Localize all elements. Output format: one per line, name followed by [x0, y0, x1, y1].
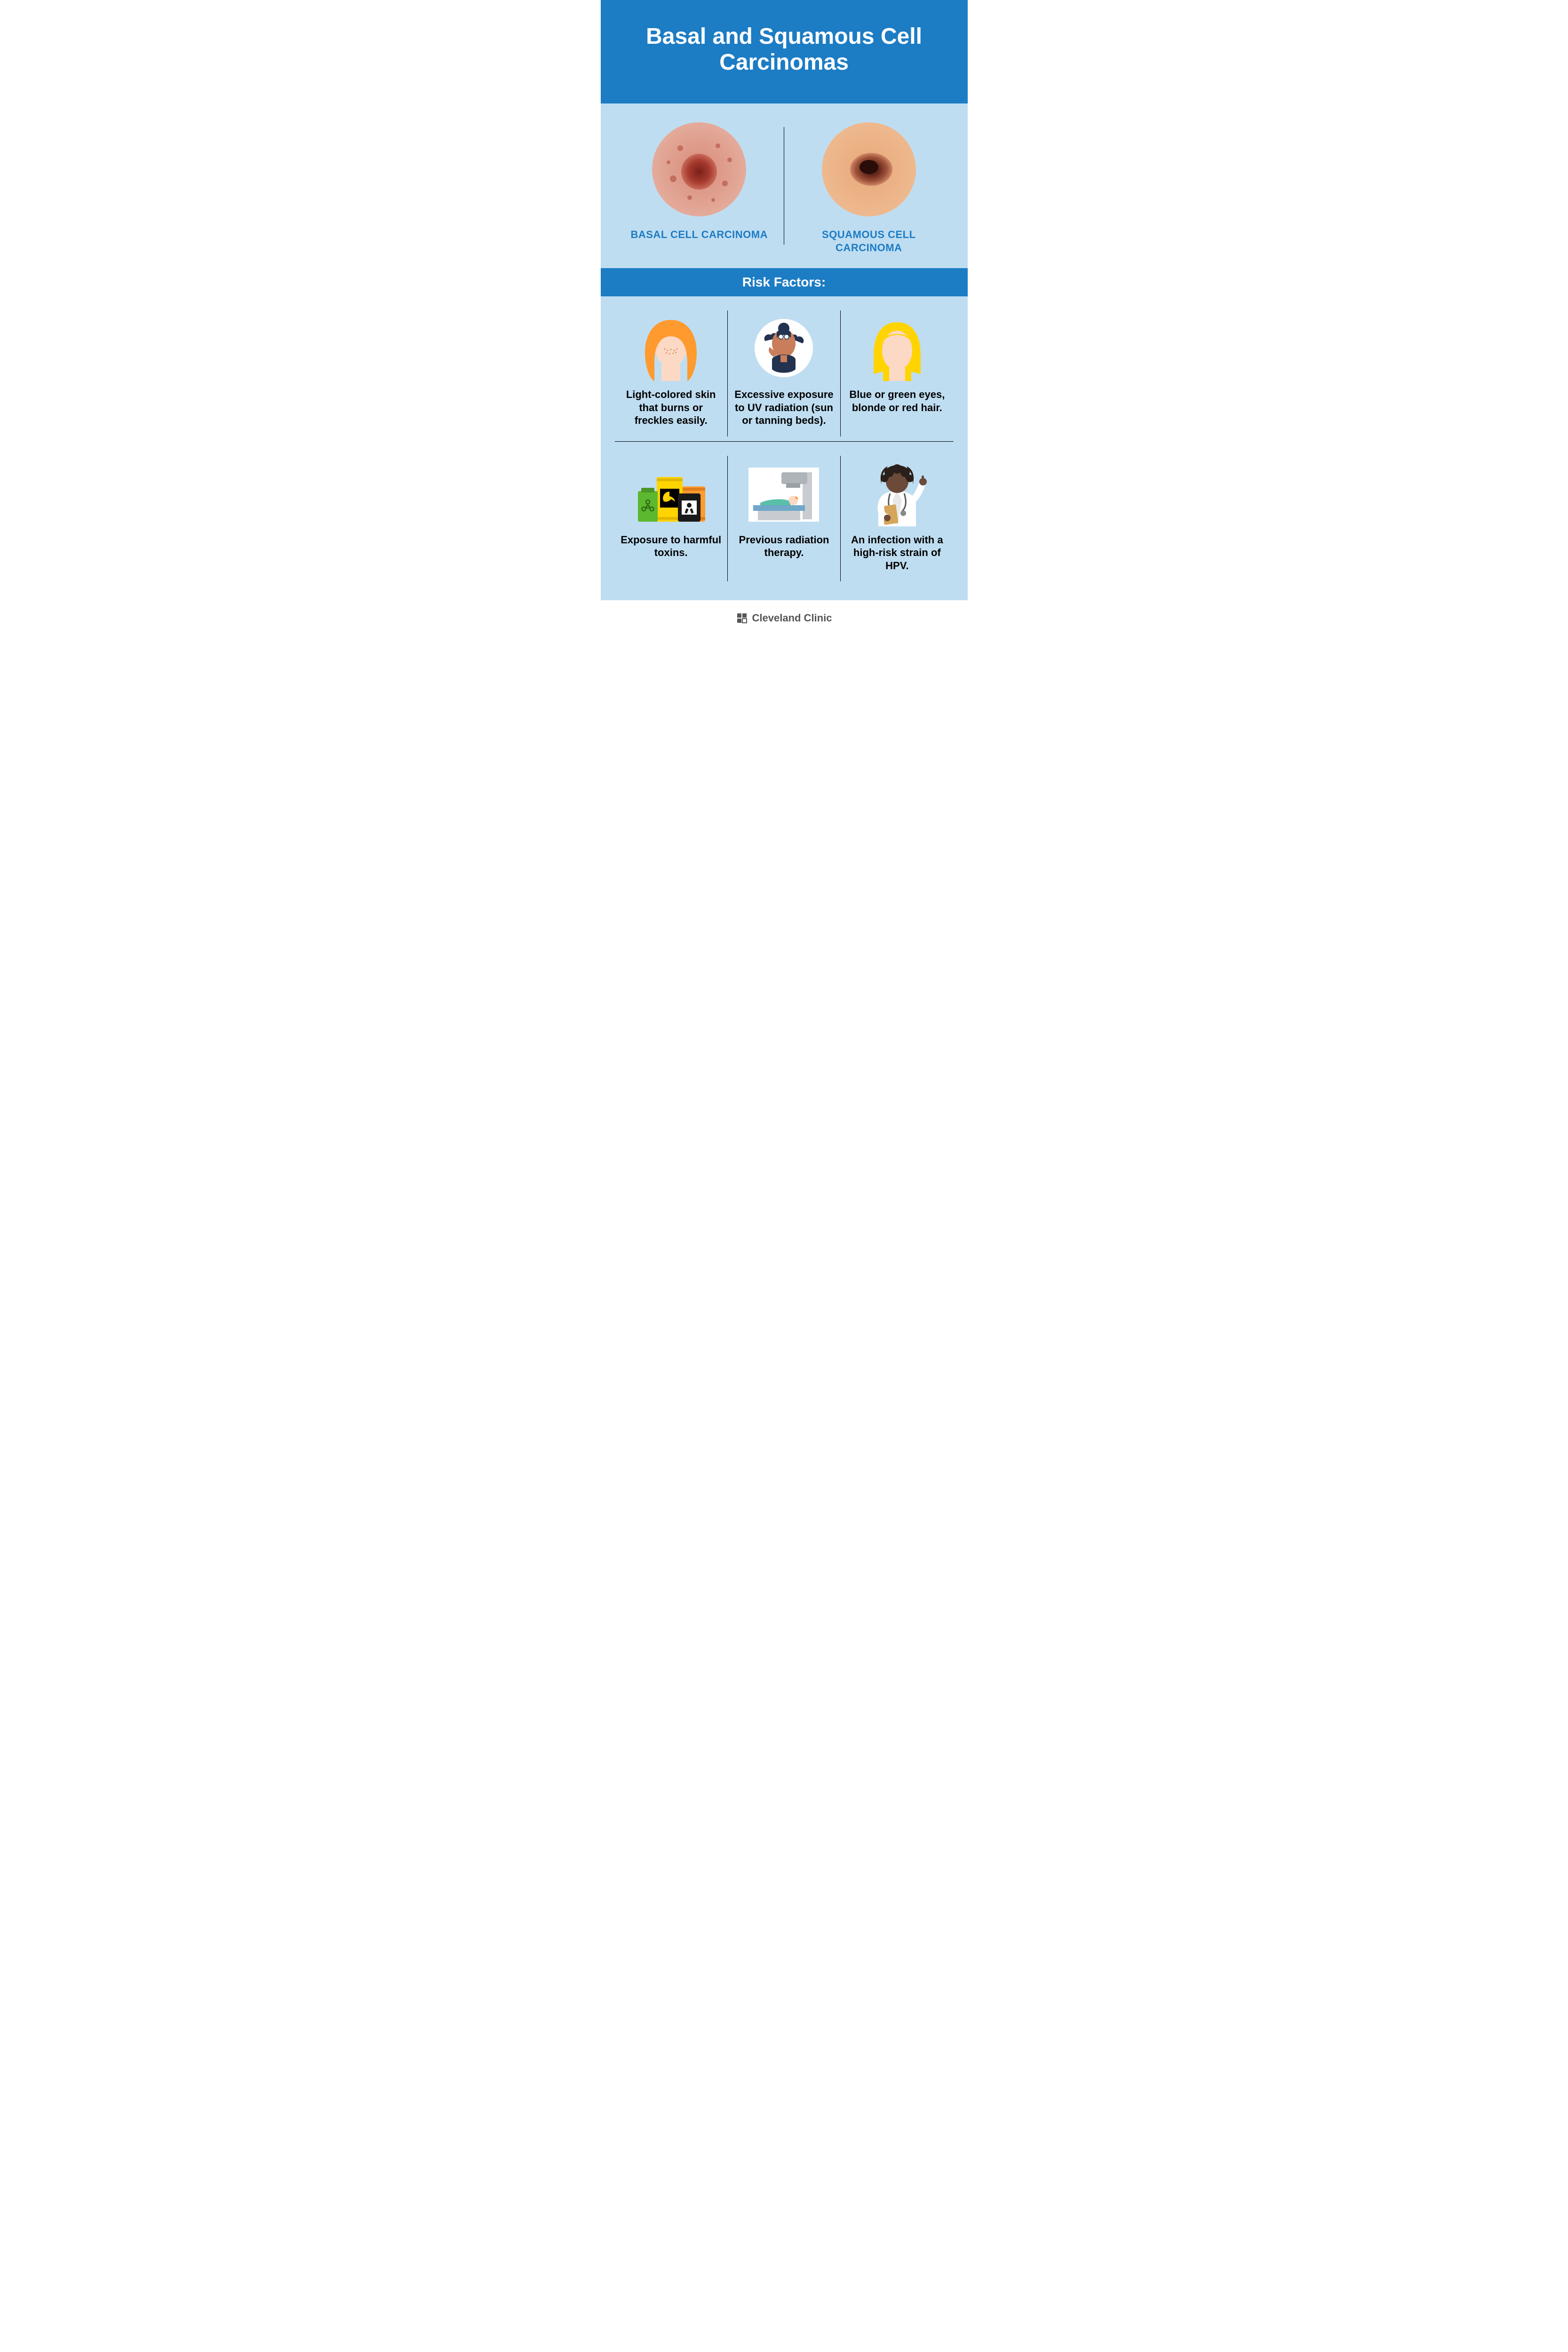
comparison-left: BASAL CELL CARCINOMA — [615, 122, 784, 254]
toxins-icon — [631, 456, 711, 526]
risk-cell-blonde: Blue or green eyes, blonde or red hair. — [840, 310, 953, 437]
risk-text: Light-colored skin that burns or freckle… — [621, 388, 722, 427]
risk-factors-header: Risk Factors: — [601, 268, 968, 296]
page-title: Basal and Squamous Cell Carcinomas — [620, 24, 949, 75]
cleveland-clinic-logo-icon — [736, 612, 748, 624]
risk-text: Blue or green eyes, blonde or red hair. — [846, 388, 947, 414]
radiation-therapy-icon — [744, 456, 824, 526]
comparison-panel: BASAL CELL CARCINOMA — [601, 103, 968, 268]
freckles-icon — [631, 310, 711, 381]
risk-text: Excessive exposure to UV radiation (sun … — [733, 388, 835, 427]
comparison-right: SQUAMOUS CELL CARCINOMA — [784, 122, 954, 254]
uv-icon — [744, 310, 824, 381]
risk-cell-uv: Excessive exposure to UV radiation (sun … — [727, 310, 840, 437]
title-bar: Basal and Squamous Cell Carcinomas — [601, 0, 968, 103]
risk-cell-toxins: Exposure to harmful toxins. — [615, 456, 727, 582]
basal-cell-label: BASAL CELL CARCINOMA — [620, 228, 780, 241]
risk-text: Previous radiation therapy. — [733, 533, 835, 559]
risk-row-1: Light-colored skin that burns or freckle… — [615, 310, 954, 437]
doctor-icon — [857, 456, 937, 526]
footer: Cleveland Clinic — [601, 600, 968, 636]
risk-row-2: Exposure to harmful toxins. — [615, 441, 954, 582]
squamous-cell-label: SQUAMOUS CELL CARCINOMA — [789, 228, 949, 254]
risk-cell-freckles: Light-colored skin that burns or freckle… — [615, 310, 727, 437]
risk-factors-grid: Light-colored skin that burns or freckle… — [601, 296, 968, 600]
risk-cell-radiation: Previous radiation therapy. — [727, 456, 840, 582]
squamous-cell-image — [822, 122, 916, 216]
footer-brand: Cleveland Clinic — [752, 612, 832, 624]
blonde-icon — [857, 310, 937, 381]
risk-text: Exposure to harmful toxins. — [621, 533, 722, 559]
risk-text: An infection with a high-risk strain of … — [846, 533, 947, 572]
basal-cell-image — [652, 122, 746, 216]
infographic-root: Basal and Squamous Cell Carcinomas — [601, 0, 968, 636]
risk-cell-doctor: An infection with a high-risk strain of … — [840, 456, 953, 582]
